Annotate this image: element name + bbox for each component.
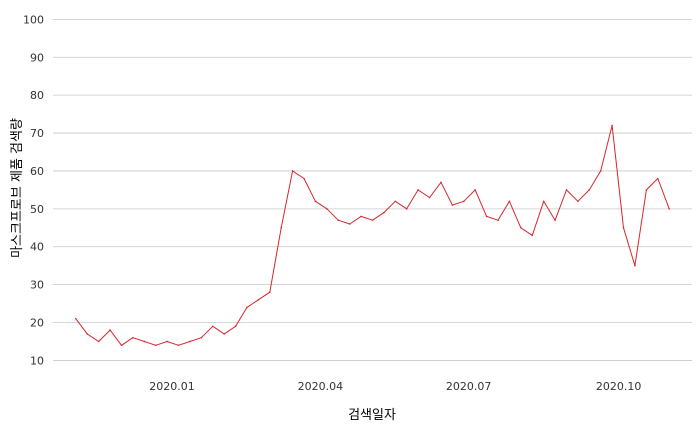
data-point bbox=[440, 181, 442, 184]
data-point bbox=[634, 264, 636, 267]
data-point bbox=[485, 215, 488, 218]
data-point bbox=[656, 177, 659, 180]
data-point bbox=[668, 208, 670, 210]
data-point bbox=[348, 223, 351, 225]
y-tick-label: 70 bbox=[30, 127, 44, 140]
data-point bbox=[474, 189, 476, 191]
data-point bbox=[211, 325, 214, 328]
data-point bbox=[588, 189, 591, 191]
data-point bbox=[314, 200, 317, 203]
data-point bbox=[97, 340, 100, 343]
data-point bbox=[143, 340, 146, 343]
data-point bbox=[291, 170, 294, 172]
data-point bbox=[462, 200, 465, 203]
series-line bbox=[75, 125, 670, 346]
y-tick-label: 20 bbox=[30, 317, 44, 330]
y-axis-ticks: 10 20 30 40 50 60 70 80 90 100 bbox=[23, 13, 44, 367]
data-point bbox=[371, 219, 374, 222]
data-point bbox=[520, 226, 522, 229]
data-point bbox=[154, 344, 157, 347]
data-point bbox=[508, 200, 511, 203]
y-tick-label: 60 bbox=[30, 165, 44, 178]
data-point bbox=[189, 340, 191, 343]
data-point bbox=[565, 189, 568, 191]
data-point bbox=[451, 204, 454, 206]
data-point bbox=[200, 336, 203, 339]
data-point bbox=[531, 234, 534, 237]
gridlines bbox=[53, 18, 692, 361]
y-tick-label: 50 bbox=[30, 203, 44, 216]
series-layer bbox=[75, 124, 670, 347]
data-point bbox=[383, 211, 385, 214]
data-point bbox=[497, 219, 499, 222]
data-point bbox=[257, 298, 260, 301]
data-point bbox=[166, 340, 168, 343]
y-tick-label: 10 bbox=[30, 354, 44, 367]
data-point bbox=[645, 189, 648, 191]
data-point bbox=[280, 226, 283, 229]
x-axis-ticks: 2020.01 2020.04 2020.07 2020.10 bbox=[149, 380, 641, 393]
data-point bbox=[109, 329, 111, 331]
x-tick-label: 2020.07 bbox=[446, 380, 492, 393]
data-point bbox=[269, 291, 271, 294]
x-tick-label: 2020.04 bbox=[298, 380, 344, 393]
data-point bbox=[428, 196, 431, 199]
data-point bbox=[246, 306, 248, 309]
data-point bbox=[577, 200, 579, 203]
data-point bbox=[234, 325, 237, 328]
x-axis-title: 검색일자 bbox=[348, 408, 396, 423]
data-point bbox=[303, 177, 305, 180]
y-tick-label: 90 bbox=[30, 51, 44, 64]
data-point bbox=[599, 170, 602, 172]
data-point bbox=[337, 219, 340, 222]
y-tick-label: 80 bbox=[30, 89, 44, 102]
x-tick-label: 2020.01 bbox=[149, 380, 195, 393]
data-point bbox=[132, 336, 134, 339]
data-point bbox=[611, 124, 613, 127]
data-point bbox=[622, 226, 625, 229]
data-point bbox=[120, 344, 123, 347]
data-point bbox=[177, 344, 180, 347]
x-tick-label: 2020.10 bbox=[596, 380, 642, 393]
data-point bbox=[86, 333, 89, 335]
data-point bbox=[326, 208, 328, 210]
y-tick-label: 30 bbox=[30, 279, 44, 292]
data-point bbox=[223, 333, 225, 335]
data-point bbox=[542, 200, 545, 203]
data-point bbox=[554, 219, 556, 222]
data-point bbox=[360, 215, 362, 218]
data-point bbox=[417, 189, 419, 191]
data-point bbox=[405, 208, 408, 210]
y-axis-title: 마스크프로브 제품 검색량 bbox=[10, 118, 25, 258]
y-tick-label: 100 bbox=[23, 13, 44, 26]
y-tick-label: 40 bbox=[30, 241, 44, 254]
data-point bbox=[75, 317, 77, 320]
data-point bbox=[394, 200, 397, 203]
